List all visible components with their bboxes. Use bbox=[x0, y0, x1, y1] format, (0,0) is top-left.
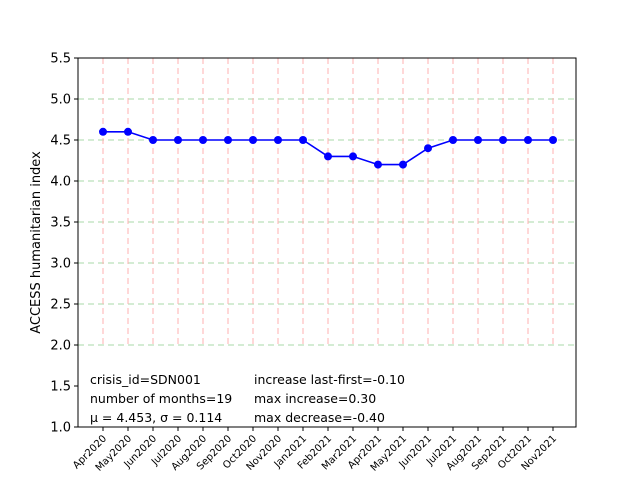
annotation-line: max increase=0.30 bbox=[254, 391, 376, 406]
data-point bbox=[249, 136, 257, 144]
annotation-line: μ = 4.453, σ = 0.114 bbox=[90, 410, 222, 425]
data-point bbox=[99, 127, 107, 136]
y-axis-label: ACCESS humanitarian index bbox=[29, 151, 44, 334]
annotation-line: crisis_id=SDN001 bbox=[90, 372, 201, 387]
x-axis: Apr2020May2020Jun2020Jul2020Aug2020Sep20… bbox=[71, 427, 559, 474]
y-tick-label: 4.5 bbox=[50, 134, 71, 149]
y-tick-label: 1.0 bbox=[50, 421, 71, 436]
y-tick-label: 4.0 bbox=[50, 175, 71, 190]
series-layer bbox=[99, 127, 557, 169]
data-point bbox=[499, 136, 507, 144]
grid-layer bbox=[78, 58, 576, 346]
data-point bbox=[474, 136, 482, 144]
y-tick-label: 3.0 bbox=[50, 257, 71, 272]
data-point bbox=[199, 136, 207, 144]
data-point bbox=[449, 136, 457, 144]
data-point bbox=[324, 152, 332, 161]
plot-frame bbox=[77, 57, 577, 428]
y-tick-label: 5.0 bbox=[50, 93, 71, 108]
y-tick-label: 2.5 bbox=[50, 298, 71, 313]
annotation-line: number of months=19 bbox=[90, 391, 232, 406]
data-point bbox=[399, 160, 407, 169]
stats-annotation-right: increase last-first=-0.10 max increase=0.… bbox=[254, 372, 405, 425]
data-point bbox=[374, 160, 382, 169]
data-point bbox=[299, 136, 307, 144]
data-point bbox=[274, 136, 282, 144]
data-point bbox=[124, 127, 132, 136]
data-point bbox=[349, 152, 357, 161]
data-point bbox=[174, 136, 182, 144]
y-axis: 1.0 1.5 2.0 2.5 3.0 3.5 4.0 4.5 5.0 5.5 bbox=[50, 52, 78, 436]
data-point bbox=[524, 136, 532, 144]
y-tick-label: 2.0 bbox=[50, 339, 71, 354]
data-point bbox=[224, 136, 232, 144]
y-tick-label: 5.5 bbox=[50, 52, 71, 67]
data-point bbox=[149, 136, 157, 144]
annotation-line: increase last-first=-0.10 bbox=[254, 372, 405, 387]
y-tick-label: 1.5 bbox=[50, 380, 71, 395]
y-tick-label: 3.5 bbox=[50, 216, 71, 231]
annotation-line: max decrease=-0.40 bbox=[254, 410, 385, 425]
data-point bbox=[424, 144, 432, 153]
data-point bbox=[549, 136, 557, 144]
